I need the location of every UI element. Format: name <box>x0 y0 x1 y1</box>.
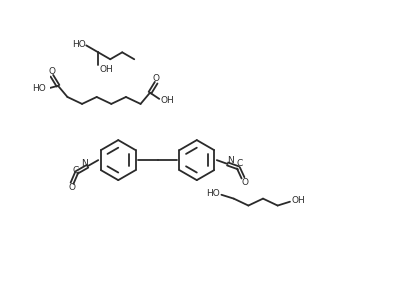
Text: C: C <box>236 159 242 168</box>
Text: C: C <box>73 166 79 175</box>
Text: HO: HO <box>32 84 46 93</box>
Text: O: O <box>48 67 55 76</box>
Text: N: N <box>227 157 234 165</box>
Text: HO: HO <box>206 190 220 199</box>
Text: OH: OH <box>291 197 305 205</box>
Text: O: O <box>69 183 76 192</box>
Text: N: N <box>81 159 88 168</box>
Text: OH: OH <box>160 96 174 105</box>
Text: O: O <box>152 74 160 83</box>
Text: OH: OH <box>100 65 114 74</box>
Text: O: O <box>241 178 248 187</box>
Text: HO: HO <box>72 40 86 49</box>
